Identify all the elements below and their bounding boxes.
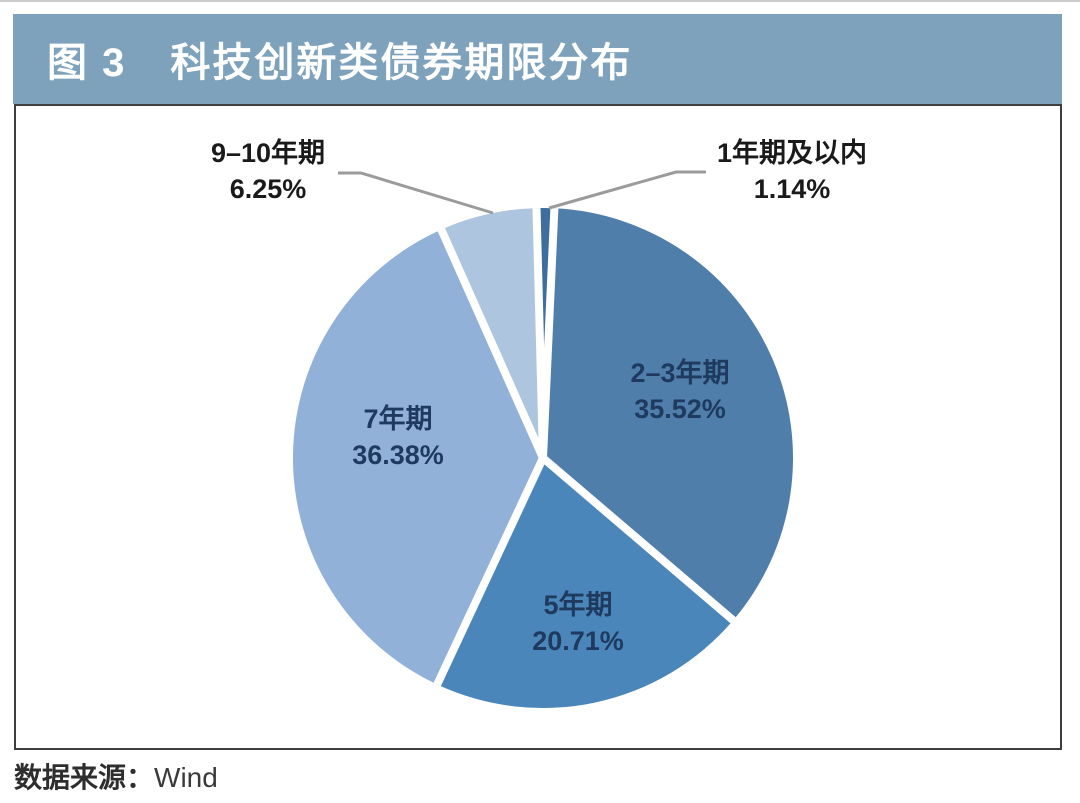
- label-5y-name: 5年期: [543, 590, 613, 620]
- pie-slice-2: [437, 458, 734, 709]
- figure-header: 图 3 科技创新类债券期限分布: [13, 14, 1062, 104]
- leader-line-1y: [548, 170, 706, 210]
- label-2-3y-name: 2–3年期: [630, 358, 730, 388]
- leader-line-9-10y: [338, 171, 494, 215]
- label-2-3y: 2–3年期 35.52%: [580, 356, 780, 427]
- pie-separator: [539, 208, 559, 459]
- figure-number: 图 3: [47, 41, 127, 85]
- label-2-3y-value: 35.52%: [634, 393, 726, 424]
- figure-title: 科技创新类债券期限分布: [170, 41, 633, 85]
- pie-slice-separators: [433, 207, 736, 687]
- page-top-border: [0, 0, 1080, 2]
- label-5y-value: 20.71%: [532, 625, 624, 656]
- chart-area: 9–10年期 6.25% 1年期及以内 1.14% 2–3年期 35.52% 5…: [14, 104, 1062, 750]
- pie-separator: [433, 456, 547, 687]
- pie-chart: [292, 170, 794, 709]
- label-1y-name: 1年期及以内: [716, 138, 868, 168]
- data-source-prefix: 数据来源：: [14, 762, 155, 793]
- pie-slice-3: [292, 229, 543, 685]
- data-source: 数据来源：Wind: [14, 756, 218, 796]
- data-source-name: Wind: [154, 762, 218, 793]
- label-7y-name: 7年期: [363, 404, 433, 434]
- label-7y-value: 36.38%: [352, 439, 444, 470]
- pie-separator: [540, 454, 736, 624]
- label-9-10y: 9–10年期 6.25%: [168, 136, 368, 207]
- label-9-10y-name: 9–10年期: [210, 138, 326, 168]
- label-5y: 5年期 20.71%: [478, 588, 678, 659]
- label-1y: 1年期及以内 1.14%: [692, 136, 892, 207]
- pie-slice-1: [543, 208, 794, 621]
- pie-slices: [292, 208, 794, 709]
- label-7y: 7年期 36.38%: [298, 402, 498, 473]
- label-9-10y-value: 6.25%: [229, 173, 307, 204]
- label-1y-value: 1.14%: [753, 173, 831, 204]
- pie-separator: [437, 227, 547, 460]
